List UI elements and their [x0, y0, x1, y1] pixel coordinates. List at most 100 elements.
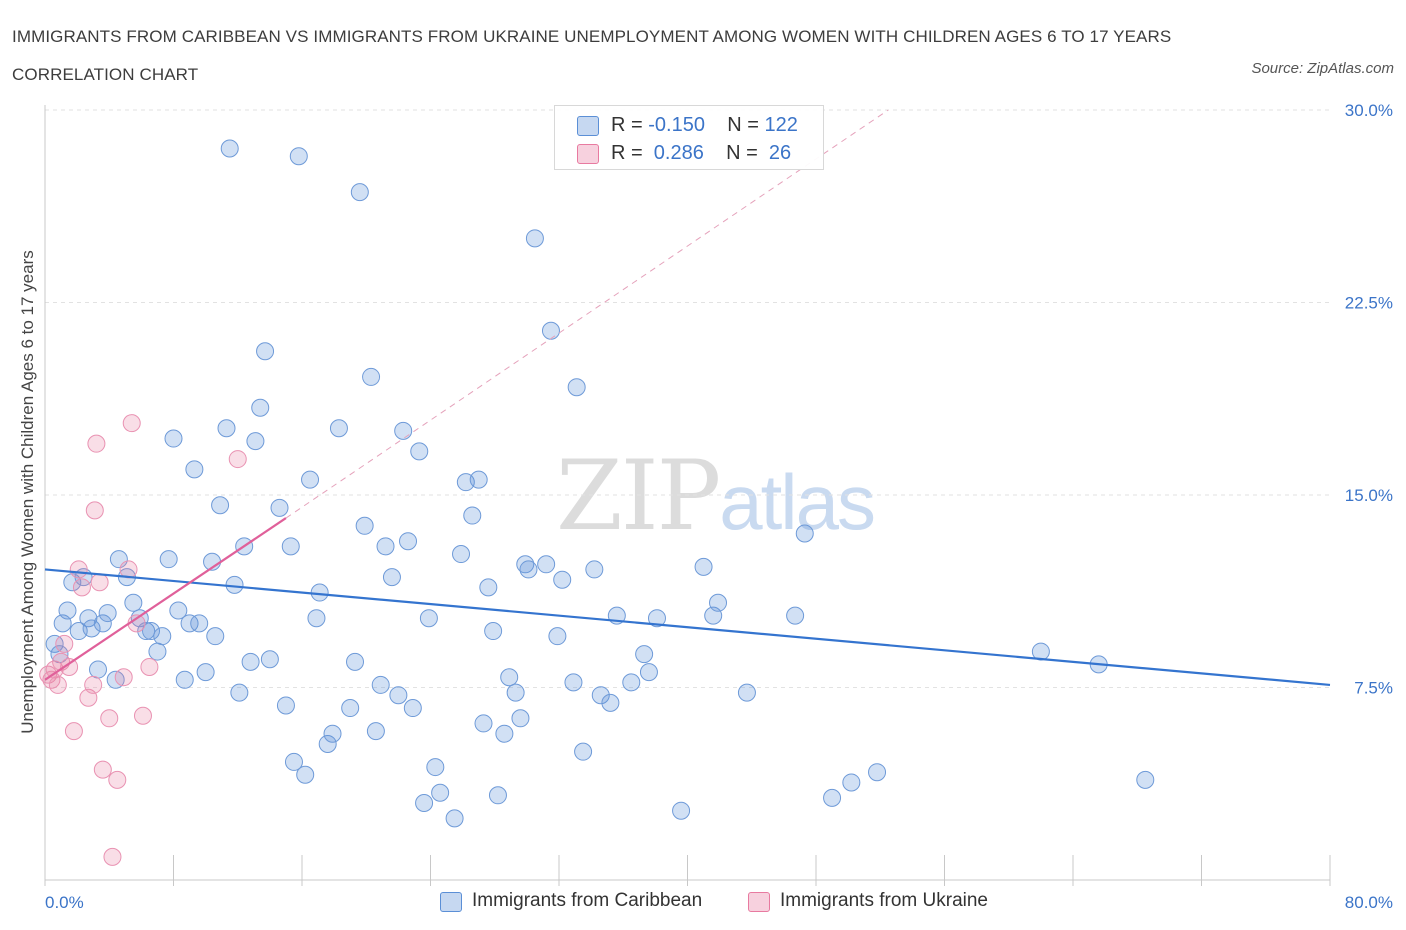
caribbean-point — [58, 601, 77, 620]
caribbean-point — [137, 622, 156, 641]
caribbean-point — [426, 758, 445, 777]
caribbean-point — [276, 696, 295, 715]
n-label: N = — [726, 142, 764, 164]
ukraine-swatch — [577, 144, 599, 164]
caribbean-point — [355, 516, 374, 535]
caribbean-point — [175, 670, 194, 689]
caribbean-point — [79, 609, 98, 628]
caribbean-point — [185, 460, 204, 479]
ukraine-point — [60, 657, 79, 676]
ukraine-point — [55, 634, 74, 653]
n-value: 122 — [764, 114, 798, 136]
caribbean-point — [1031, 642, 1050, 661]
watermark-zip: ZIP — [556, 440, 721, 552]
caribbean-point — [389, 686, 408, 705]
caribbean-point — [329, 419, 348, 438]
caribbean-point — [159, 550, 178, 569]
caribbean-point — [394, 421, 413, 440]
ukraine-point — [87, 434, 106, 453]
legend-ukraine-stats: R = 0.286 N = 26 — [611, 142, 791, 165]
source-label: Source: ZipAtlas.com — [1251, 60, 1394, 77]
caribbean-point — [148, 642, 167, 661]
caribbean-point — [403, 699, 422, 718]
ukraine-trendline-extension — [285, 109, 889, 519]
caribbean-point — [672, 801, 691, 820]
caribbean-point — [842, 773, 861, 792]
caribbean-point — [93, 614, 112, 633]
caribbean-point — [601, 693, 620, 712]
grid-layer — [45, 109, 1330, 688]
caribbean-point — [399, 532, 418, 551]
caribbean-swatch — [577, 116, 599, 136]
caribbean-point — [541, 321, 560, 340]
caribbean-point — [256, 342, 275, 361]
caribbean-point — [153, 627, 172, 646]
caribbean-point — [1136, 770, 1155, 789]
caribbean-trendline — [44, 568, 1331, 687]
caribbean-swatch — [440, 892, 462, 912]
caribbean-point — [211, 496, 230, 515]
watermark-atlas: atlas — [719, 458, 876, 546]
caribbean-point — [318, 734, 337, 753]
caribbean-point — [206, 627, 225, 646]
ukraine-point — [90, 573, 109, 592]
ukraine-point — [114, 668, 133, 687]
caribbean-point — [350, 183, 369, 202]
caribbean-point — [323, 724, 342, 743]
chart-title: IMMIGRANTS FROM CARIBBEAN VS IMMIGRANTS … — [12, 27, 1172, 84]
caribbean-point — [463, 506, 482, 525]
caribbean-point — [346, 652, 365, 671]
caribbean-point — [737, 683, 756, 702]
caribbean-point — [217, 419, 236, 438]
caribbean-point — [281, 537, 300, 556]
ukraine-point — [93, 760, 112, 779]
caribbean-point — [495, 724, 514, 743]
caribbean-point — [289, 147, 308, 166]
ukraine-point — [140, 657, 159, 676]
caribbean-point — [180, 614, 199, 633]
tick-labels: 7.5% 15.0% 22.5% 30.0% 0.0% 80.0% — [45, 101, 1393, 912]
caribbean-point — [241, 652, 260, 671]
caribbean-point — [516, 555, 535, 574]
ukraine-point — [122, 414, 141, 433]
ukraine-point — [133, 706, 152, 725]
caribbean-points — [45, 139, 1155, 828]
r-label: R = — [611, 142, 649, 164]
caribbean-point — [591, 686, 610, 705]
caribbean-point — [639, 663, 658, 682]
y-tick-label: 30.0% — [1345, 101, 1393, 120]
caribbean-point — [622, 673, 641, 692]
x-tick-label: 0.0% — [45, 893, 84, 912]
caribbean-point — [246, 432, 265, 451]
caribbean-point — [341, 699, 360, 718]
ukraine-point — [48, 675, 67, 694]
caribbean-point — [519, 560, 538, 579]
x-tick-label: 80.0% — [1345, 893, 1393, 912]
correlation-legend: R = -0.150 N = 122 R = 0.286 N = 26 — [554, 105, 824, 170]
caribbean-point — [169, 601, 188, 620]
caribbean-point — [301, 470, 320, 489]
caribbean-point — [196, 663, 215, 682]
axis-layer — [44, 105, 1331, 886]
caribbean-point — [382, 568, 401, 587]
caribbean-point — [786, 606, 805, 625]
caribbean-point — [635, 645, 654, 664]
caribbean-point — [511, 709, 530, 728]
caribbean-point — [537, 555, 556, 574]
caribbean-point — [525, 229, 544, 248]
ukraine-point — [64, 722, 83, 741]
caribbean-point — [307, 609, 326, 628]
r-value: -0.150 — [648, 114, 705, 136]
ukraine-swatch — [748, 892, 770, 912]
series-legend: Immigrants from Caribbean Immigrants fro… — [0, 888, 1406, 918]
caribbean-point — [415, 794, 434, 812]
caribbean-point — [89, 660, 108, 679]
caribbean-point — [452, 545, 471, 564]
caribbean-point — [376, 537, 395, 556]
ukraine-point — [108, 770, 127, 789]
caribbean-point — [709, 593, 728, 612]
caribbean-point — [124, 593, 143, 612]
caribbean-point — [296, 765, 315, 784]
caribbean-point — [500, 668, 519, 687]
caribbean-point — [431, 783, 450, 802]
